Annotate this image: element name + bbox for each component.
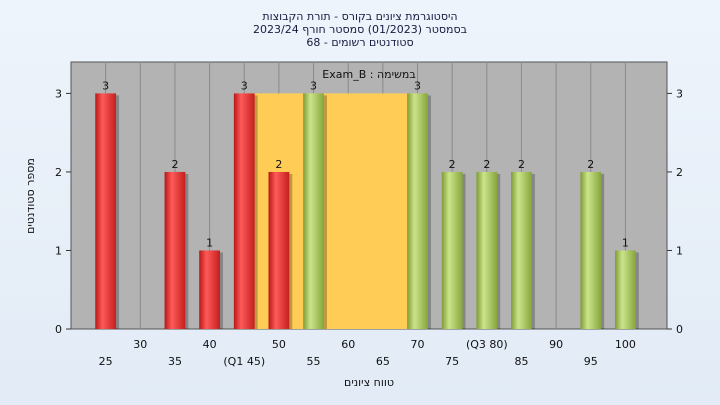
bars <box>95 93 639 329</box>
bar <box>199 250 220 329</box>
bar <box>233 93 255 329</box>
bar <box>580 171 602 329</box>
y-axis-right: 0 1 2 3 <box>667 87 683 336</box>
bar-value-label: 3 <box>102 79 109 92</box>
legend-label: במשימה : Exam_B <box>322 68 415 81</box>
bar-value-label: 2 <box>449 158 456 171</box>
x-tick-label: 40 <box>203 338 217 351</box>
x-tick-label: 60 <box>341 338 355 351</box>
bar-value-label: 1 <box>206 236 213 249</box>
x-tick-label: 95 <box>584 355 598 368</box>
bar-value-label: 2 <box>171 158 178 171</box>
x-tick-label: 75 <box>445 355 459 368</box>
bar <box>511 171 532 329</box>
x-tick-label: 85 <box>514 355 528 368</box>
bar <box>407 93 428 329</box>
bar <box>615 250 636 329</box>
bar-value-label: 3 <box>241 79 248 92</box>
x-tick-label: 55 <box>307 355 321 368</box>
bar <box>95 93 117 329</box>
x-tick-label: 30 <box>133 338 147 351</box>
bar-value-label: 2 <box>275 158 282 171</box>
y-tick-label-right: 3 <box>676 87 683 100</box>
y-tick-label-left: 0 <box>55 323 62 336</box>
y-tick-label-left: 1 <box>55 244 62 257</box>
data-labels: 3 2 1 3 2 3 3 2 2 2 2 1 <box>102 79 629 249</box>
x-tick-label: 100 <box>615 338 636 351</box>
chart-title: היסטוגרמת ציונים בקורס - תורת הקבוצות בס… <box>253 10 467 49</box>
bar-value-label: 3 <box>414 79 421 92</box>
chart-title-line-2: בסמסטר (01/2023) סמסטר חורף 2023/24 <box>253 23 467 36</box>
bar <box>164 171 186 329</box>
bar <box>268 171 290 329</box>
bar-value-label: 2 <box>483 158 490 171</box>
bar-value-label: 2 <box>587 158 594 171</box>
bar <box>441 171 463 329</box>
y-tick-label-right: 0 <box>676 323 683 336</box>
chart-title-line-3: סטודנטים רשומים - 68 <box>306 36 413 49</box>
y-tick-label-left: 3 <box>55 87 62 100</box>
x-tick-label: 50 <box>272 338 286 351</box>
y-axis-left: 0 1 2 3 <box>55 87 71 336</box>
bar <box>476 171 498 329</box>
chart-title-line-1: היסטוגרמת ציונים בקורס - תורת הקבוצות <box>262 10 457 23</box>
x-axis-title: טווח ציונים <box>344 376 394 389</box>
bar-value-label: 1 <box>622 236 629 249</box>
x-axis: 25 30 35 40 (Q1 45) 50 55 60 65 70 75 (Q3 80) 85 90 95… <box>99 338 636 368</box>
bar-value-label: 2 <box>518 158 525 171</box>
y-axis-title: מספר סטודנטים <box>24 158 37 234</box>
x-tick-label: (Q3 80) <box>466 338 508 351</box>
x-tick-label: 25 <box>99 355 113 368</box>
bar <box>303 93 324 329</box>
y-tick-label-left: 2 <box>55 166 62 179</box>
x-tick-label: 70 <box>411 338 425 351</box>
x-tick-label: (Q1 45) <box>223 355 265 368</box>
y-tick-label-right: 2 <box>676 166 683 179</box>
x-tick-label: 90 <box>549 338 563 351</box>
bar-value-label: 3 <box>310 79 317 92</box>
y-tick-label-right: 1 <box>676 244 683 257</box>
x-tick-label: 65 <box>376 355 390 368</box>
x-tick-label: 35 <box>168 355 182 368</box>
